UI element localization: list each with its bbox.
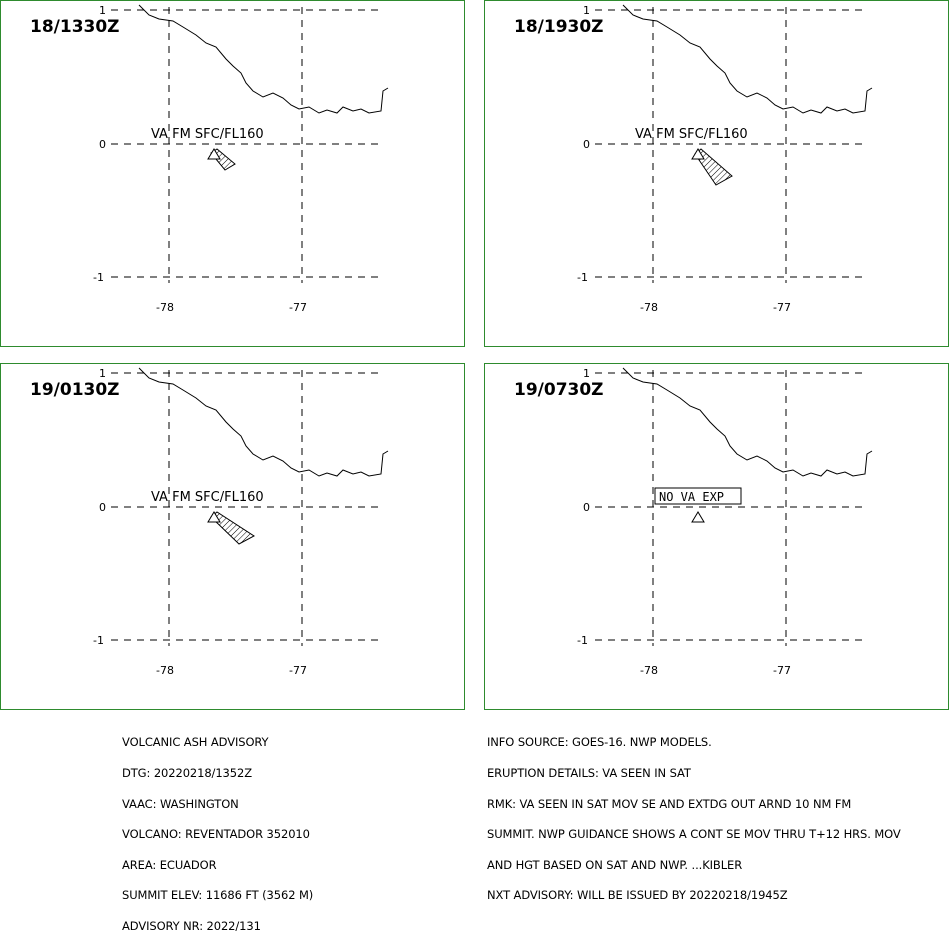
no-va-exp-text: NO VA EXP (659, 490, 724, 504)
border-line (622, 367, 873, 477)
lat-tick-label: 1 (583, 4, 590, 17)
panel-time: 18/1930Z (514, 17, 604, 37)
lon-tick-label: -77 (773, 301, 791, 314)
advisory-right: INFO SOURCE: GOES-16. NWP MODELS. ERUPTI… (487, 717, 901, 911)
volcano-marker (207, 148, 221, 160)
lat-tick-label: 1 (99, 367, 106, 380)
advisory-line: INFO SOURCE: GOES-16. NWP MODELS. (487, 735, 712, 750)
lat-tick-label: 0 (99, 501, 106, 514)
volcano-marker (691, 148, 705, 160)
lat-tick-label: 0 (99, 138, 106, 151)
lat-tick-label: 0 (583, 501, 590, 514)
lon-tick-label: -78 (640, 664, 658, 677)
lat-tick-label: -1 (577, 634, 588, 647)
lon-tick-label: -78 (156, 664, 174, 677)
lat-tick-label: -1 (93, 634, 104, 647)
va-label: VA FM SFC/FL160 (151, 127, 264, 142)
lat-tick-label: 1 (99, 4, 106, 17)
no-va-exp-box: NO VA EXP (654, 487, 742, 505)
map-canvas: 1 0 -1 -78 -77 VA FM SFC/FL160 (93, 4, 389, 314)
lat-tick-label: 1 (583, 367, 590, 380)
advisory-line: AND HGT BASED ON SAT AND NWP. ...KIBLER (487, 857, 743, 872)
forecast-panel-1: 1 0 -1 -78 -77 VA FM SFC/FL160 18/1330Z (0, 0, 465, 347)
panel-time: 19/0130Z (30, 380, 120, 400)
advisory-line: VAAC: WASHINGTON (122, 796, 239, 811)
forecast-panel-3: 1 0 -1 -78 -77 VA FM SFC/FL160 19/0130Z (0, 363, 465, 710)
map-canvas: 1 0 -1 -78 -77 VA FM SFC/FL160 (577, 4, 873, 314)
lon-tick-label: -77 (773, 664, 791, 677)
forecast-panel-2: 1 0 -1 -78 -77 VA FM SFC/FL160 18/1930Z (484, 0, 949, 347)
map-canvas: 1 0 -1 -78 -77 NO VA EXP (577, 367, 873, 677)
advisory-left: VOLCANIC ASH ADVISORY DTG: 20220218/1352… (122, 717, 313, 941)
advisory-line: RMK: VA SEEN IN SAT MOV SE AND EXTDG OUT… (487, 796, 852, 811)
lat-tick-label: -1 (93, 271, 104, 284)
panel-time: 18/1330Z (30, 17, 120, 37)
volcano-marker (207, 511, 221, 523)
advisory-line: ERUPTION DETAILS: VA SEEN IN SAT (487, 766, 691, 780)
forecast-panel-4: 1 0 -1 -78 -77 NO VA EXP 19/0730Z (484, 363, 949, 710)
advisory-line: DTG: 20220218/1352Z (122, 766, 252, 780)
border-line (138, 4, 389, 114)
lat-tick-label: 0 (583, 138, 590, 151)
lon-tick-label: -77 (289, 664, 307, 677)
lon-tick-label: -78 (156, 301, 174, 314)
va-label: VA FM SFC/FL160 (635, 127, 748, 142)
panel-time: 19/0730Z (514, 380, 604, 400)
advisory-line: SUMMIT. NWP GUIDANCE SHOWS A CONT SE MOV… (487, 827, 901, 842)
volcano-marker (691, 511, 705, 523)
map-canvas: 1 0 -1 -78 -77 VA FM SFC/FL160 (93, 367, 389, 677)
lat-tick-label: -1 (577, 271, 588, 284)
advisory-line: ADVISORY NR: 2022/131 (122, 918, 261, 933)
advisory-line: VOLCANO: REVENTADOR 352010 (122, 827, 310, 842)
advisory-line: NXT ADVISORY: WILL BE ISSUED BY 20220218… (487, 888, 788, 903)
border-line (138, 367, 389, 477)
va-label: VA FM SFC/FL160 (151, 490, 264, 505)
advisory-line: SUMMIT ELEV: 11686 FT (3562 M) (122, 888, 314, 903)
border-line (622, 4, 873, 114)
advisory-line: AREA: ECUADOR (122, 857, 217, 872)
lon-tick-label: -77 (289, 301, 307, 314)
lon-tick-label: -78 (640, 301, 658, 314)
advisory-line: VOLCANIC ASH ADVISORY (122, 735, 269, 750)
